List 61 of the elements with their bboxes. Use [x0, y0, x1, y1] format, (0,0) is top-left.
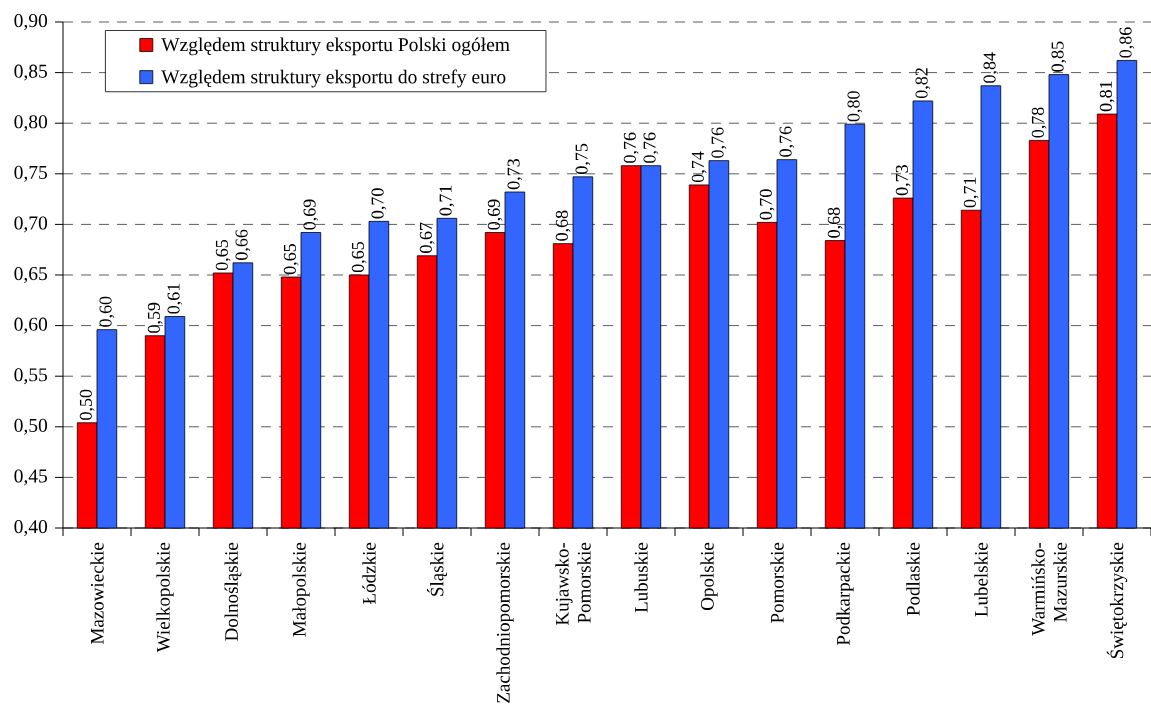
- data-label: 0,76: [643, 132, 659, 163]
- data-label: 0,76: [623, 132, 639, 163]
- x-tick-label: Dolnośląskie: [224, 542, 242, 641]
- x-tick-label: Wielkopolskie: [156, 542, 174, 653]
- data-label: 0,71: [439, 185, 455, 216]
- data-label: 0,74: [691, 151, 707, 183]
- y-tick-label: 0,75: [14, 165, 48, 182]
- legend-label: Względem struktury eksportu Polski ogółem: [161, 37, 510, 56]
- data-label: 0,84: [983, 52, 999, 83]
- x-tick-label: Podkarpackie: [836, 542, 854, 646]
- data-label: 0,73: [895, 165, 911, 196]
- data-label: 0,69: [487, 199, 503, 230]
- data-label: 0,71: [963, 177, 979, 208]
- x-tick-label: Małopolskie: [292, 542, 310, 637]
- data-label: 0,59: [147, 302, 163, 333]
- data-label: 0,81: [1099, 81, 1115, 112]
- y-tick-label: 0,65: [14, 267, 48, 283]
- data-label: 0,73: [507, 159, 523, 190]
- y-tick-label: 0,80: [14, 115, 48, 132]
- y-tick-label: 0,50: [14, 418, 48, 435]
- x-tick-label: Warmińsko-Mazurskie: [1031, 542, 1067, 636]
- data-label: 0,70: [371, 188, 387, 219]
- x-tick-label: Świętokrzyskie: [1106, 542, 1128, 659]
- x-tick-label: Lubelskie: [974, 542, 988, 617]
- x-tick-label: Podlaskie: [906, 542, 920, 616]
- x-tick-label: Mazowieckie: [90, 542, 104, 644]
- data-label: 0,76: [711, 127, 727, 158]
- y-tick-label: 0,90: [14, 14, 48, 30]
- data-label: 0,70: [759, 189, 775, 220]
- x-tick-label: Opolskie: [700, 542, 718, 611]
- data-label: 0,65: [283, 244, 299, 275]
- data-label: 0,69: [303, 199, 319, 230]
- data-label: 0,75: [575, 143, 591, 174]
- y-tick-label: 0,85: [14, 64, 48, 81]
- x-tick-label: Śląskie: [426, 542, 448, 596]
- data-label: 0,61: [167, 283, 183, 314]
- data-label: 0,66: [235, 229, 251, 260]
- data-label: 0,60: [99, 296, 115, 327]
- data-label: 0,85: [1051, 41, 1067, 72]
- data-label: 0,50: [79, 389, 95, 420]
- data-label: 0,76: [779, 126, 795, 157]
- x-tick-label: Kujawsko-Pomorskie: [555, 542, 591, 626]
- data-label: 0,68: [827, 207, 843, 238]
- y-tick-label: 0,40: [14, 520, 48, 536]
- y-tick-label: 0,60: [14, 317, 48, 334]
- x-tick-label: Lubuskie: [634, 542, 648, 613]
- y-tick-label: 0,55: [14, 368, 48, 385]
- data-label: 0,82: [915, 68, 931, 99]
- data-label: 0,67: [419, 222, 435, 253]
- data-label: 0,65: [215, 239, 231, 271]
- y-tick-label: 0,45: [14, 469, 48, 486]
- y-tick-label: 0,70: [14, 216, 48, 233]
- x-tick-label: Łódzkie: [362, 542, 376, 605]
- data-label: 0,78: [1031, 107, 1047, 138]
- data-label: 0,80: [847, 91, 863, 122]
- data-label: 0,65: [351, 242, 367, 273]
- x-tick-label: Zachodniopomorskie: [496, 542, 514, 703]
- legend-label: Względem struktury eksportu do strefy euro: [161, 69, 506, 88]
- x-tick-label: Pomorskie: [770, 542, 784, 623]
- data-label: 0,86: [1119, 27, 1135, 58]
- data-label: 0,68: [555, 210, 571, 241]
